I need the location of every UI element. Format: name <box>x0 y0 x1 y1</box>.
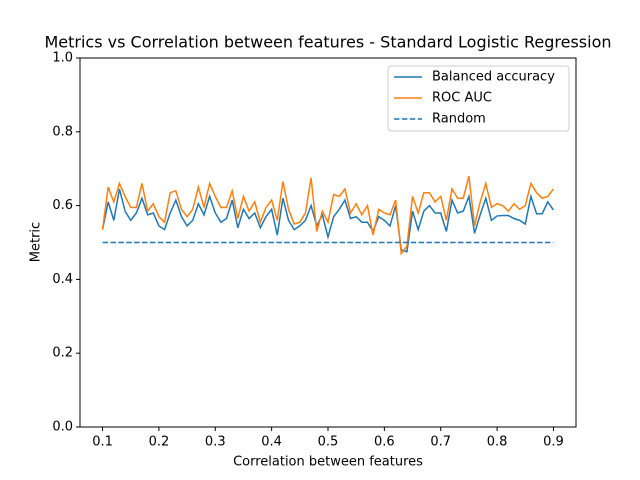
y-axis-label: Metric <box>29 222 44 262</box>
x-tick-label: 0.1 <box>92 435 113 450</box>
legend-box <box>387 65 570 132</box>
x-tick-label: 0.4 <box>261 435 282 450</box>
axes-frame <box>79 57 577 428</box>
legend-label: Random <box>432 112 486 127</box>
x-tick-label: 0.8 <box>487 435 508 450</box>
y-tick-label: 0.0 <box>52 420 73 435</box>
chart-title: Metrics vs Correlation between features … <box>44 33 611 52</box>
x-tick-label: 0.2 <box>149 435 170 450</box>
y-tick-label: 1.0 <box>52 51 73 66</box>
legend-label: ROC AUC <box>432 91 492 106</box>
y-tick-label: 0.4 <box>52 272 73 287</box>
x-tick-label: 0.7 <box>430 435 451 450</box>
x-tick-label: 0.9 <box>543 435 564 450</box>
y-tick-label: 0.2 <box>52 346 73 361</box>
x-axis-label: Correlation between features <box>233 455 423 470</box>
y-tick-label: 0.8 <box>52 124 73 139</box>
x-tick-label: 0.6 <box>374 435 395 450</box>
legend-label: Balanced accuracy <box>432 70 555 85</box>
x-tick-label: 0.5 <box>318 435 339 450</box>
y-tick-label: 0.6 <box>52 198 73 213</box>
series-line <box>101 175 555 256</box>
x-tick-label: 0.3 <box>205 435 226 450</box>
series-line <box>101 188 555 253</box>
